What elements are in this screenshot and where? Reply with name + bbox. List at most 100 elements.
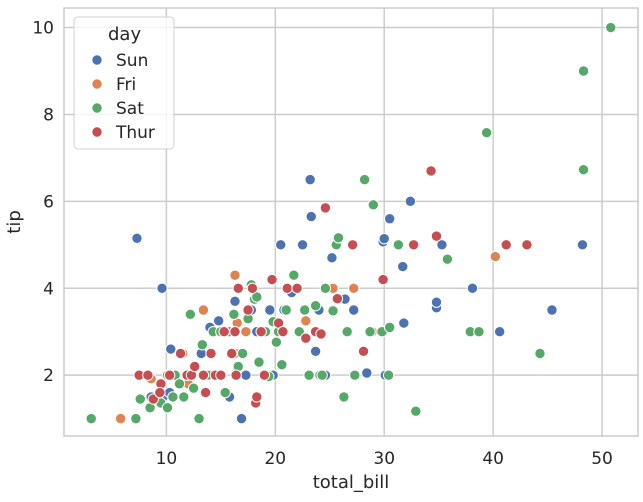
plot-area-frame [63, 7, 639, 437]
data-point-thur [229, 326, 241, 338]
data-point-thur [331, 292, 344, 305]
data-point-sat [196, 339, 209, 351]
data-point-fri [229, 269, 241, 281]
data-point-sat [219, 386, 231, 399]
data-point-sun [309, 345, 322, 357]
data-point-thur [174, 347, 187, 360]
data-point-sun [576, 239, 589, 251]
data-point-sat [303, 369, 315, 381]
legend-marker-sun [91, 54, 103, 66]
x-tick-labels: 10 20 30 40 50 [156, 449, 613, 469]
data-point-fri [114, 412, 127, 425]
data-point-sun [212, 315, 225, 327]
data-point-sat [184, 308, 197, 321]
data-point-thur [246, 282, 259, 294]
data-point-thur [242, 304, 254, 316]
data-point-thur [258, 369, 271, 381]
y-tick-label: 10 [32, 19, 54, 39]
data-point-sat [134, 393, 146, 405]
data-point-fri [489, 250, 502, 263]
data-point-thur [189, 360, 201, 373]
data-point-sun [275, 239, 287, 251]
data-point-thur [226, 347, 238, 360]
data-point-sat [161, 402, 174, 414]
data-point-sat [253, 356, 265, 368]
data-point-sun [264, 304, 276, 316]
data-point-fri [240, 326, 252, 338]
data-point-sat [367, 199, 380, 211]
data-point-sat [193, 412, 205, 425]
data-point-sat [288, 269, 300, 281]
data-point-sun [466, 282, 479, 294]
data-point-sat [327, 305, 339, 317]
x-axis-title: total_bill [313, 472, 390, 493]
legend-label-thur: Thur [115, 123, 155, 143]
data-point-sat [392, 239, 405, 251]
data-point-sun [305, 210, 317, 223]
legend: day Sun Fri Sat Thur [73, 16, 175, 150]
data-point-sat [228, 308, 240, 321]
y-tick-labels: 2 4 6 8 10 [32, 19, 54, 387]
data-point-sun [397, 260, 409, 273]
data-point-sun [430, 296, 443, 308]
data-point-sun [546, 304, 558, 316]
data-point-sat [270, 336, 283, 348]
data-point-sat [605, 21, 617, 34]
data-point-sat [178, 391, 190, 403]
data-point-sat [383, 321, 396, 334]
data-point-sun [383, 213, 396, 225]
data-point-sat [534, 347, 546, 360]
data-point-sun [348, 304, 360, 316]
data-point-sat [299, 304, 311, 316]
data-point-sat [480, 127, 493, 139]
data-point-thur [163, 369, 176, 381]
x-tick-label: 10 [156, 449, 178, 469]
data-point-sat [358, 173, 371, 186]
data-point-thur [199, 386, 212, 399]
data-point-thur [215, 369, 227, 381]
y-axis-title: tip [4, 210, 25, 233]
data-point-sat [577, 163, 590, 176]
data-point-sat [173, 378, 186, 390]
legend-title: day [108, 24, 141, 45]
data-point-thur [407, 239, 420, 251]
y-tick-label: 4 [43, 279, 54, 299]
data-point-thur [425, 165, 437, 177]
data-point-thur [218, 326, 230, 338]
data-point-sun [361, 367, 373, 379]
data-point-thur [232, 282, 244, 294]
data-point-sun [131, 232, 143, 244]
x-tick-label: 30 [373, 449, 395, 469]
data-point-sun [404, 195, 417, 208]
legend-marker-sat [91, 102, 103, 114]
y-tick-label: 8 [43, 105, 54, 125]
data-point-thur [430, 230, 443, 242]
data-point-sun [296, 239, 309, 251]
data-point-sun [304, 173, 316, 186]
data-point-sat [319, 282, 332, 294]
data-point-sat [410, 405, 422, 417]
data-point-fri [348, 282, 360, 294]
data-point-sat [130, 412, 142, 425]
data-point-fri [300, 315, 312, 327]
data-point-sun [156, 282, 168, 294]
data-point-sat [236, 347, 249, 360]
legend-label-sat: Sat [116, 99, 144, 119]
data-point-thur [346, 239, 359, 251]
data-point-thur [266, 273, 278, 286]
data-point-thur [255, 326, 267, 338]
data-point-sun [378, 233, 390, 245]
data-point-thur [319, 202, 332, 214]
legend-label-sun: Sun [116, 51, 148, 71]
legend-marker-thur [91, 126, 103, 138]
x-tick-label: 20 [264, 449, 286, 469]
x-tick-label: 50 [591, 449, 613, 469]
data-point-sat [364, 326, 376, 338]
y-tick-label: 6 [43, 192, 54, 212]
data-point-sun [436, 239, 448, 251]
data-point-thur [154, 386, 166, 399]
data-point-thur [315, 328, 327, 340]
data-point-sat [309, 299, 322, 312]
data-point-fri [197, 304, 210, 316]
